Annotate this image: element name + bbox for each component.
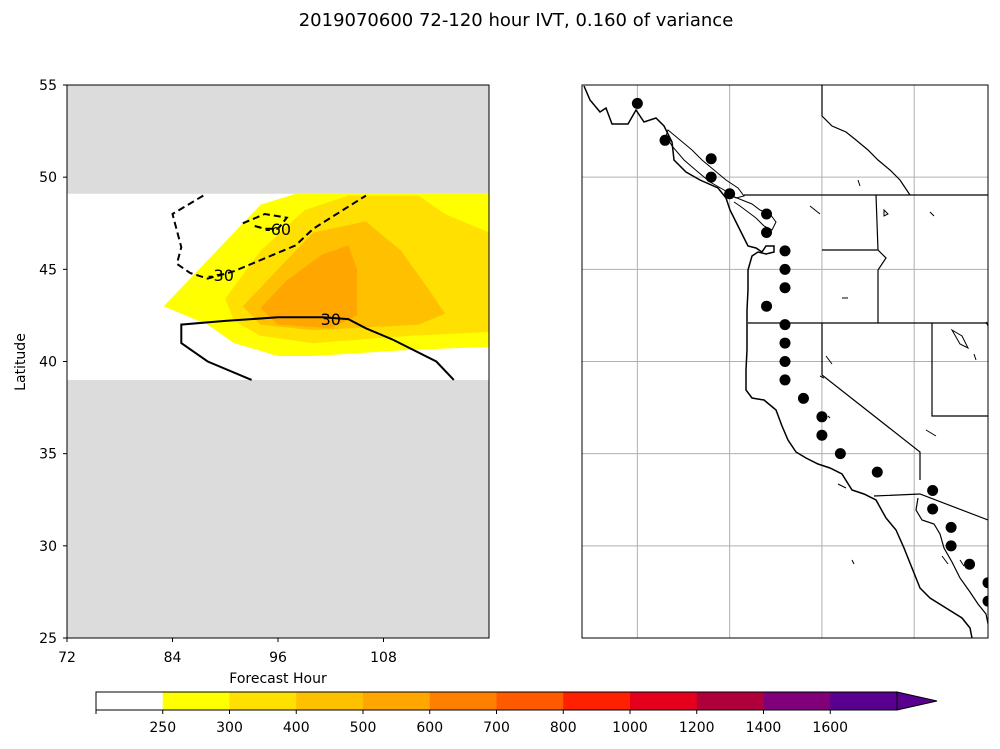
y-tick-label-6: 55	[39, 78, 57, 94]
station-marker-6	[761, 226, 773, 238]
y-tick-label-5: 50	[39, 170, 57, 186]
filled-contour-500-600	[260, 245, 358, 329]
station-marker-2	[705, 153, 717, 165]
colorbar-tick-label-5: 700	[483, 720, 510, 736]
colorbar-segment-8	[630, 692, 698, 710]
station-marker-22	[945, 521, 957, 533]
station-marker-23	[945, 540, 957, 552]
left-contour-panel: -30 -60 30 72 84 96 108 25 30 35 40 45 50 55 Forecas…	[13, 78, 490, 687]
station-marker-10	[761, 300, 773, 312]
station-marker-25	[982, 577, 988, 589]
colorbar-extend-arrow	[896, 691, 938, 711]
station-marker-21	[927, 503, 939, 515]
colorbar-segment-11	[830, 692, 898, 710]
colorbar-segment-3	[296, 692, 364, 710]
station-marker-8	[779, 263, 791, 275]
station-marker-12	[779, 337, 791, 349]
x-tick-label-2: 96	[269, 650, 287, 666]
station-marker-5	[761, 208, 773, 220]
station-marker-20	[927, 485, 939, 497]
y-tick-label-1: 30	[39, 539, 57, 555]
y-tick-label-2: 35	[39, 447, 57, 463]
contour-label-1-0: -60	[265, 220, 291, 239]
station-marker-19	[871, 466, 883, 478]
colorbar-segment-10	[763, 692, 831, 710]
y-tick-label-3: 40	[39, 355, 57, 371]
colorbar-tick-label-7: 1000	[612, 720, 648, 736]
right-map-panel	[581, 84, 989, 639]
colorbar-tick-label-8: 1200	[679, 720, 715, 736]
station-marker-15	[797, 392, 809, 404]
station-marker-24	[964, 558, 976, 570]
small-islands	[809, 179, 988, 567]
colorbar-segment-0	[96, 692, 164, 710]
y-axis-label: Latitude	[13, 333, 29, 391]
x-tick-label-3: 108	[370, 650, 397, 666]
colorbar-segment-4	[363, 692, 431, 710]
y-tick-label-0: 25	[39, 631, 57, 647]
station-marker-11	[779, 319, 791, 331]
station-marker-26	[982, 595, 988, 607]
station-marker-0	[631, 97, 643, 109]
colorbar-tick-label-0: 250	[149, 720, 176, 736]
station-marker-7	[779, 245, 791, 257]
station-marker-1	[659, 134, 671, 146]
contour-line-0	[171, 194, 367, 280]
masked-band-0	[67, 85, 489, 194]
coastline	[583, 85, 973, 638]
station-markers	[631, 97, 988, 607]
contour-label-0-0: -30	[208, 266, 234, 285]
colorbar-segment-5	[429, 692, 497, 710]
colorbar-tick-label-10: 1600	[812, 720, 848, 736]
masked-band-1	[67, 379, 489, 638]
contour-label-2-0: 30	[321, 310, 341, 329]
station-marker-14	[779, 374, 791, 386]
colorbar-tick-label-6: 800	[550, 720, 577, 736]
station-marker-4	[724, 188, 736, 200]
colorbar-segment-1	[162, 692, 230, 710]
station-marker-3	[705, 171, 717, 183]
map-frame	[581, 84, 989, 639]
station-marker-13	[779, 356, 791, 367]
vancouver-island	[665, 129, 745, 199]
colorbar: 250 300 400 500 600 700 800 1000 1200 1400 1600	[95, 691, 938, 736]
state-borders	[744, 85, 988, 521]
figure-title: 2019070600 72-120 hour IVT, 0.160 of var…	[299, 10, 734, 31]
x-tick-label-0: 72	[58, 650, 76, 666]
station-marker-16	[816, 411, 828, 423]
colorbar-tick-label-2: 400	[283, 720, 310, 736]
y-tick-label-4: 45	[39, 262, 57, 278]
baja-gulf-coast	[915, 497, 988, 625]
colorbar-segment-2	[229, 692, 297, 710]
colorbar-tick-label-9: 1400	[746, 720, 782, 736]
colorbar-tick-label-1: 300	[216, 720, 243, 736]
colorbar-segment-7	[563, 692, 631, 710]
x-axis-label: Forecast Hour	[229, 671, 327, 687]
colorbar-tick-label-3: 500	[350, 720, 377, 736]
station-marker-18	[834, 448, 846, 460]
colorbar-segment-6	[496, 692, 564, 710]
left-axes: 72 84 96 108 25 30 35 40 45 50 55	[39, 78, 397, 666]
station-marker-17	[816, 429, 828, 441]
left-plot-area: -30 -60 30	[67, 85, 489, 638]
station-marker-9	[779, 282, 791, 294]
contour-line-2	[180, 316, 455, 381]
colorbar-tick-label-4: 600	[416, 720, 443, 736]
x-tick-label-1: 84	[164, 650, 182, 666]
puget-sound	[731, 195, 777, 231]
colorbar-segment-9	[696, 692, 764, 710]
